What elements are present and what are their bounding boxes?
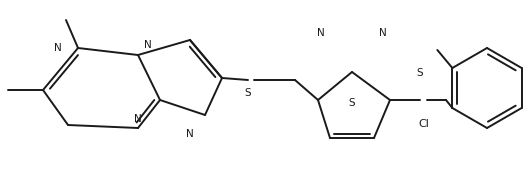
- Text: N: N: [54, 43, 62, 53]
- Text: N: N: [186, 129, 194, 139]
- Text: N: N: [379, 28, 387, 38]
- Text: S: S: [245, 88, 252, 98]
- Text: N: N: [134, 114, 142, 124]
- Text: N: N: [317, 28, 325, 38]
- Text: S: S: [417, 68, 423, 78]
- Text: S: S: [348, 98, 355, 108]
- Text: N: N: [144, 40, 152, 50]
- Text: Cl: Cl: [419, 119, 429, 129]
